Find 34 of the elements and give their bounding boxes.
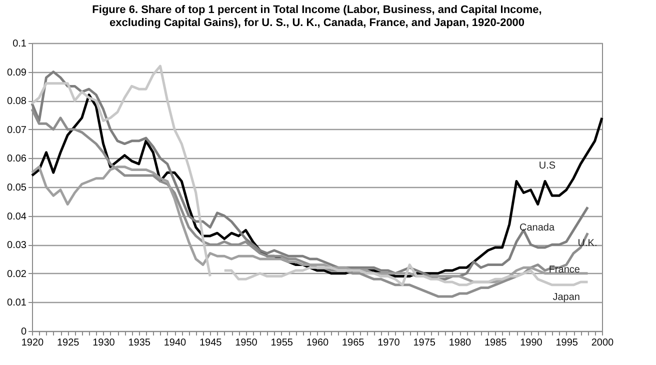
x-tick-label: 1940 — [164, 338, 187, 348]
x-tick-label: 1980 — [448, 338, 472, 348]
y-tick-label: 0.04 — [7, 211, 27, 222]
y-tick-label: 0.06 — [7, 154, 27, 165]
series-label: Japan — [552, 292, 580, 303]
y-tick-label: 0.01 — [7, 298, 27, 309]
y-tick-label: 0.09 — [7, 67, 27, 78]
x-tick-label: 1930 — [92, 338, 116, 348]
x-tick-label: 1975 — [413, 338, 436, 348]
y-tick-label: 0.08 — [7, 96, 27, 108]
x-tick-label: 2000 — [591, 338, 614, 348]
x-tick-label: 1950 — [235, 338, 258, 348]
x-tick-label: 1965 — [342, 338, 365, 348]
series-label: U.S — [538, 160, 556, 172]
x-tick-label: 1920 — [21, 338, 44, 348]
y-tick-label: 0.02 — [7, 268, 27, 280]
x-tick-label: 1985 — [484, 338, 508, 348]
series-label: Canada — [519, 222, 555, 234]
x-tick-label: 1960 — [306, 338, 330, 348]
x-tick-label: 1995 — [556, 338, 578, 348]
x-tick-label: 1990 — [520, 338, 543, 348]
y-tick-label: 0.1 — [12, 38, 27, 50]
chart-title: Figure 6. Share of top 1 percent in Total Income (Labor, Business, and Capital Income, excluding Capital Gains), for U. S., U. K., Canada, France, and Japan, 1920-2000 — [92, 4, 542, 29]
x-tick-label: 1935 — [128, 338, 151, 348]
x-tick-label: 1955 — [270, 338, 294, 348]
x-tick-label: 1945 — [200, 338, 222, 348]
y-tick-label: 0.03 — [7, 240, 27, 252]
series-label: U.K. — [578, 238, 598, 250]
x-tick-label: 1970 — [378, 338, 400, 348]
y-tick-label: 0.05 — [7, 182, 27, 194]
y-tick-label: 0 — [20, 326, 27, 338]
x-tick-label: 1925 — [57, 338, 80, 348]
series-label: France — [548, 264, 580, 276]
y-tick-label: 0.07 — [7, 124, 27, 136]
